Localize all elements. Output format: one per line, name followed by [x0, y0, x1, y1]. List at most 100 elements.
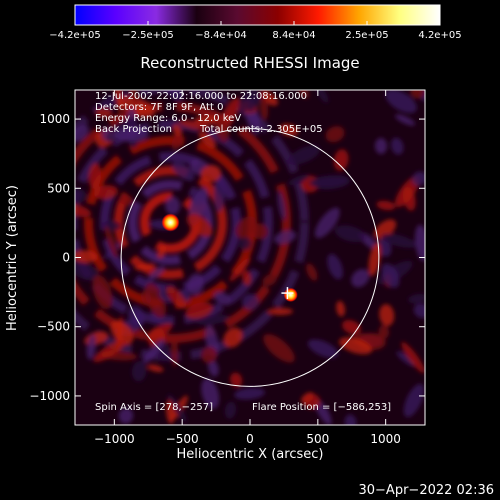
texture-blob — [88, 163, 102, 189]
x-tick-label: −500 — [166, 432, 199, 446]
texture-blob — [379, 304, 395, 327]
texture-blob — [235, 216, 257, 239]
texture-blob — [374, 219, 397, 240]
colorbar-tick-label: 4.2e+05 — [418, 30, 461, 41]
texture-blob — [408, 293, 425, 304]
texture-blob — [75, 203, 92, 218]
texture-blob — [288, 174, 310, 185]
texture-blob — [403, 383, 425, 418]
flare-position-label: Flare Position = [−586,253] — [252, 402, 391, 413]
x-axis-label: Heliocentric X (arcsec) — [177, 447, 324, 462]
texture-blob — [307, 339, 339, 358]
colorbar-ticks: −4.2e+05 −2.5e+05 −8.4e+04 8.4e+04 2.5e+05 4.… — [49, 21, 462, 41]
texture-blob — [241, 293, 259, 310]
texture-blob — [308, 175, 349, 188]
texture-blob — [198, 131, 217, 149]
texture-blob — [104, 226, 118, 258]
texture-blob — [263, 333, 295, 363]
y-tick-label: 1000 — [39, 112, 70, 126]
texture-blob — [86, 334, 96, 360]
texture-blob — [390, 137, 404, 155]
image-texture — [75, 90, 425, 425]
texture-blob — [306, 263, 318, 281]
y-tick-label: 500 — [47, 181, 70, 195]
texture-blob — [414, 224, 425, 261]
texture-blob — [187, 273, 204, 295]
texture-blob — [260, 95, 269, 121]
info-time-range: 12-Jul-2002 22:02:16.000 to 22:08:16.000 — [95, 91, 307, 102]
y-tick-label: −1000 — [29, 389, 70, 403]
texture-blob — [114, 90, 123, 113]
info-method: Back Projection — [95, 124, 172, 135]
texture-blob — [385, 90, 417, 114]
texture-blob — [376, 200, 396, 211]
texture-blob — [171, 134, 183, 150]
texture-blob — [167, 394, 187, 423]
x-tick-label: 500 — [306, 432, 329, 446]
info-total-counts: Total counts: 2.305E+05 — [199, 124, 323, 135]
texture-blob — [196, 314, 229, 325]
texture-blob — [395, 114, 416, 126]
texture-blob — [395, 176, 420, 208]
texture-blob — [145, 323, 173, 341]
texture-blob — [201, 346, 218, 364]
texture-blob — [238, 90, 258, 113]
texture-blob — [274, 230, 297, 245]
flare-source — [161, 213, 180, 232]
texture-blob — [299, 90, 310, 99]
texture-blob — [142, 339, 165, 364]
texture-blob — [314, 207, 340, 239]
texture-blob — [166, 286, 187, 309]
texture-blob — [336, 300, 346, 317]
texture-blob — [201, 378, 220, 409]
texture-blob — [75, 259, 99, 281]
texture-blob — [334, 225, 366, 243]
texture-blob — [157, 245, 167, 259]
texture-blob — [165, 196, 181, 215]
sidelobe-ring — [114, 165, 228, 279]
texture-blob — [378, 325, 390, 339]
texture-blob — [262, 273, 277, 287]
texture-blob — [401, 341, 425, 374]
texture-blob — [325, 126, 345, 143]
texture-blob — [351, 269, 370, 288]
texture-blob — [344, 414, 357, 425]
texture-blob — [381, 263, 400, 288]
axis-ticks: −1000 −500 0 500 1000 1000 500 0 −500 −1000 — [29, 90, 425, 446]
texture-blob — [239, 236, 252, 251]
texture-blob — [230, 372, 243, 388]
sidelobe-ring — [75, 120, 273, 325]
texture-blob — [223, 327, 243, 348]
texture-blob — [288, 145, 321, 165]
texture-blob — [178, 119, 210, 131]
texture-blob — [185, 302, 213, 319]
texture-blob — [75, 250, 98, 263]
texture-blob — [75, 187, 87, 204]
texture-blob — [186, 213, 213, 237]
texture-blob — [267, 307, 294, 315]
texture-blob — [213, 177, 226, 213]
texture-blob — [93, 185, 118, 200]
texture-blob — [147, 364, 164, 372]
texture-blob — [368, 242, 382, 277]
x-tick-label: 0 — [246, 432, 254, 446]
colorbar-tick-label: 2.5e+05 — [345, 30, 388, 41]
texture-blob — [374, 137, 388, 155]
colorbar-tick-label: 8.4e+04 — [272, 30, 315, 41]
texture-blob — [118, 407, 134, 424]
texture-blob — [260, 90, 278, 106]
texture-blob — [141, 290, 152, 306]
render-timestamp: 30−Apr−2022 02:36 — [359, 483, 495, 498]
colorbar-tick-label: −2.5e+05 — [122, 30, 174, 41]
texture-blob — [214, 114, 230, 143]
texture-blob — [95, 108, 113, 118]
chart-title: Reconstructed RHESSI Image — [140, 54, 359, 72]
texture-blob — [410, 90, 425, 99]
texture-blob — [110, 320, 134, 345]
texture-blob — [119, 194, 134, 206]
info-energy-range: Energy Range: 6.0 - 12.0 keV — [95, 113, 241, 124]
colorbar — [74, 4, 441, 26]
solar-limb — [120, 128, 380, 387]
texture-blob — [158, 292, 172, 304]
